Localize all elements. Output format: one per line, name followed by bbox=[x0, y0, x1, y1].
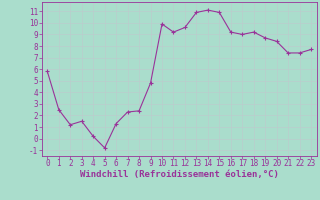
X-axis label: Windchill (Refroidissement éolien,°C): Windchill (Refroidissement éolien,°C) bbox=[80, 170, 279, 179]
